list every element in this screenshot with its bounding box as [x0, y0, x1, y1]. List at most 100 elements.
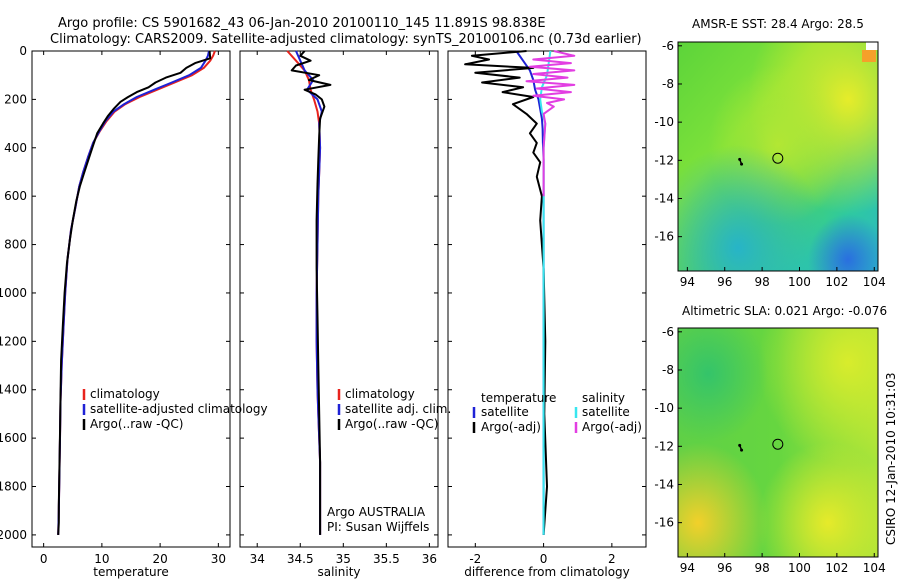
sst-map-cold-patch [678, 42, 878, 271]
sst_map-track-point [738, 157, 742, 161]
temperature-legend-label: Argo(..raw -QC) [90, 417, 183, 431]
sst-map-title: AMSR-E SST: 28.4 Argo: 28.5 [692, 17, 864, 31]
salinity-x-axis-label: salinity [317, 565, 360, 579]
sst_map-x-tick-label: 98 [754, 275, 769, 289]
sla-map-title: Altimetric SLA: 0.021 Argo: -0.076 [682, 304, 887, 318]
sla_map-y-tick-label: -14 [654, 477, 674, 491]
salinity-legend-label: satellite adj. clim. [345, 402, 451, 416]
difference-legend-label: satellite [481, 405, 529, 419]
sst-map-panel: AMSR-E SST: 28.4 Argo: 28.5 94 96 98 100 102… [654, 17, 885, 289]
sla_map-y-tick-label: -10 [654, 401, 674, 415]
salinity-annotation-agency: Argo AUSTRALIA [327, 505, 426, 519]
sst_map-x-tick-label: 102 [825, 275, 848, 289]
depth-tick-label: 2000 [0, 528, 27, 542]
figure-title-line2: Climatology: CARS2009. Satellite-adjuste… [50, 32, 642, 47]
difference-x-axis-label: difference from climatology [464, 565, 630, 579]
sst_map-profile-marker [772, 152, 784, 164]
salinity-legend-label: Argo(..raw -QC) [345, 417, 438, 431]
sla-map-axes: 94 96 98 100 102 104 -6 -8 -10 -12 -14 -16 [654, 325, 885, 575]
depth-tick-label: 1600 [0, 431, 27, 445]
depth-tick-label: 1400 [0, 383, 27, 397]
sla_map-axes-box [677, 327, 879, 558]
depth-tick-label: 800 [4, 238, 27, 252]
sst_map-x-tick-label: 96 [717, 275, 732, 289]
temperature-x-tick-label: 0 [40, 552, 48, 566]
temperature-panel: 0 10 20 30 0 200 400 600 800 1000 1200 1400 1600 1800… [0, 44, 268, 579]
sst_map-axes-box [677, 41, 879, 272]
difference-legend-label: Argo(-adj) [481, 420, 541, 434]
salinity-x-tick-label: 34.5 [287, 552, 314, 566]
sla_map-x-tick-label: 96 [717, 561, 732, 575]
sst-map-hot-corner [862, 50, 876, 62]
sla_map-y-tick-label: -6 [662, 325, 674, 339]
sla_map-track-point [740, 448, 744, 452]
sla_map-x-tick-label: 104 [863, 561, 886, 575]
salinity-x-tick-label: 35.5 [373, 552, 400, 566]
sst-map-axes: 94 96 98 100 102 104 -6 -8 -10 -12 -14 -16 [654, 39, 885, 289]
sla_map-y-tick-label: -8 [662, 363, 674, 377]
sst_map-y-tick-label: -6 [662, 39, 674, 53]
difference-series-salinity-argo-adj- [525, 50, 576, 197]
difference-legend-label: satellite [582, 405, 630, 419]
temperature-axes-box [31, 50, 231, 548]
salinity-x-tick-label: 36 [422, 552, 437, 566]
sla_map-y-tick-label: -16 [654, 516, 674, 530]
temperature-series-climatology [57, 50, 216, 535]
depth-tick-label: 0 [19, 44, 27, 58]
difference-x-tick-label: 0 [540, 552, 548, 566]
salinity-axes-box [239, 50, 439, 548]
temperature-series-satellite-adjusted-climatology [57, 50, 210, 535]
sla_map-x-tick-label: 102 [825, 561, 848, 575]
sst-map-nodata-corner [866, 42, 878, 50]
depth-tick-label: 1800 [0, 480, 27, 494]
salinity-series-climatology [286, 50, 322, 535]
difference-x-tick-label: 2 [608, 552, 616, 566]
sst_map-y-tick-label: -10 [654, 115, 674, 129]
difference-axes-box [447, 50, 647, 548]
sst_map-y-tick-label: -16 [654, 230, 674, 244]
sst_map-x-tick-label: 94 [680, 275, 695, 289]
salinity-series-argo-raw-qc- [290, 50, 332, 535]
salinity-x-tick-label: 35 [336, 552, 351, 566]
temperature-x-tick-label: 20 [152, 552, 167, 566]
sla_map-profile-marker [772, 438, 784, 450]
salinity-legend-label: climatology [345, 387, 415, 401]
sst_map-x-tick-label: 100 [788, 275, 811, 289]
figure-title-line1: Argo profile: CS 5901682_43 06-Jan-2010 … [58, 16, 546, 31]
sst_map-y-tick-label: -14 [654, 191, 674, 205]
difference-x-tick-label: -2 [469, 552, 481, 566]
salinity-panel: 34 34.5 35 35.5 36 salinity climatologysatelli… [239, 50, 451, 579]
temperature-series-argo-raw-qc- [57, 50, 212, 535]
difference-legend-label: Argo(-adj) [582, 420, 642, 434]
depth-tick-label: 600 [4, 189, 27, 203]
difference-legend-header-salinity: salinity [582, 391, 625, 405]
sla-map-panel: Altimetric SLA: 0.021 Argo: -0.076 94 96 9… [654, 304, 887, 575]
temperature-x-tick-label: 30 [211, 552, 226, 566]
sla-map-low-nw [678, 328, 878, 557]
salinity-x-tick-label: 34 [250, 552, 265, 566]
sst_map-track-point [740, 162, 744, 166]
temperature-x-tick-label: 10 [94, 552, 109, 566]
depth-tick-label: 200 [4, 92, 27, 106]
sst_map-y-tick-label: -8 [662, 77, 674, 91]
depth-tick-label: 400 [4, 141, 27, 155]
depth-tick-label: 1000 [0, 286, 27, 300]
sst_map-x-tick-label: 104 [863, 275, 886, 289]
figure-footer: CSIRO 12-Jan-2010 10:31:03 [884, 373, 898, 545]
sst_map-y-tick-label: -12 [654, 153, 674, 167]
sla_map-track-point [738, 443, 742, 447]
sla_map-x-tick-label: 100 [788, 561, 811, 575]
difference-series-temperature-argo-adj- [464, 50, 548, 535]
sla_map-x-tick-label: 94 [680, 561, 695, 575]
difference-series-temperature-satellite [515, 50, 545, 535]
temperature-x-axis-label: temperature [93, 565, 168, 579]
temperature-legend-label: satellite-adjusted climatology [90, 402, 268, 416]
depth-tick-label: 1200 [0, 334, 27, 348]
difference-legend-header-temperature: temperature [481, 391, 556, 405]
sla_map-x-tick-label: 98 [754, 561, 769, 575]
temperature-legend-label: climatology [90, 387, 160, 401]
sla_map-y-tick-label: -12 [654, 439, 674, 453]
salinity-annotation-pi: PI: Susan Wijffels [327, 520, 429, 534]
